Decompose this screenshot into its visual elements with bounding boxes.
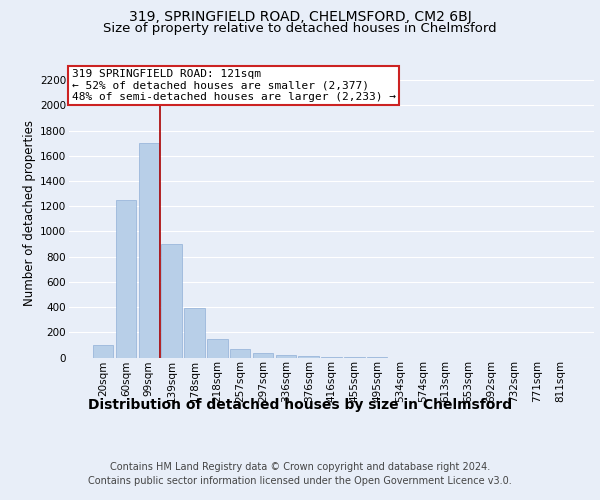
Text: Contains public sector information licensed under the Open Government Licence v3: Contains public sector information licen… bbox=[88, 476, 512, 486]
Bar bbox=[184, 308, 205, 358]
Text: Size of property relative to detached houses in Chelmsford: Size of property relative to detached ho… bbox=[103, 22, 497, 35]
Text: Contains HM Land Registry data © Crown copyright and database right 2024.: Contains HM Land Registry data © Crown c… bbox=[110, 462, 490, 472]
Bar bbox=[298, 356, 319, 358]
Bar bbox=[230, 348, 250, 358]
Bar bbox=[93, 345, 113, 358]
Y-axis label: Number of detached properties: Number of detached properties bbox=[23, 120, 36, 306]
Text: Distribution of detached houses by size in Chelmsford: Distribution of detached houses by size … bbox=[88, 398, 512, 411]
Bar bbox=[116, 200, 136, 358]
Text: 319, SPRINGFIELD ROAD, CHELMSFORD, CM2 6BJ: 319, SPRINGFIELD ROAD, CHELMSFORD, CM2 6… bbox=[128, 10, 472, 24]
Bar bbox=[275, 355, 296, 358]
Bar bbox=[161, 244, 182, 358]
Bar bbox=[253, 353, 273, 358]
Bar bbox=[207, 338, 227, 357]
Bar bbox=[139, 143, 159, 358]
Text: 319 SPRINGFIELD ROAD: 121sqm
← 52% of detached houses are smaller (2,377)
48% of: 319 SPRINGFIELD ROAD: 121sqm ← 52% of de… bbox=[71, 69, 395, 102]
